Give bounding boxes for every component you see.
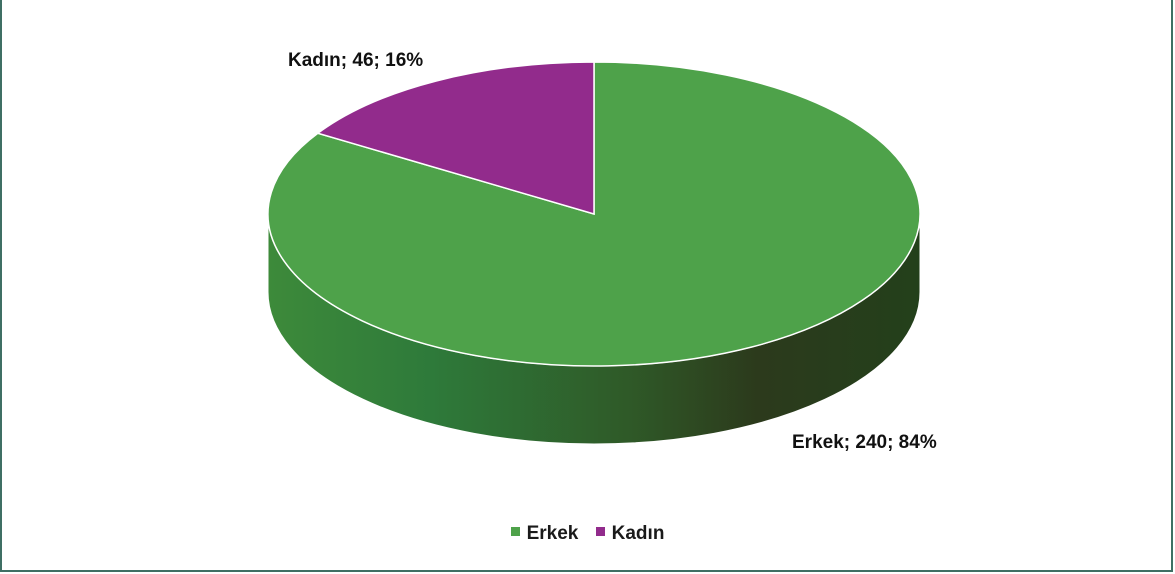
chart-legend: Erkek Kadın	[0, 523, 1175, 545]
legend-swatch-kadin	[595, 527, 605, 537]
pie-top	[267, 61, 921, 367]
legend-label-erkek: Erkek	[526, 523, 579, 544]
pie-slice-kadin[interactable]	[316, 61, 595, 216]
legend-item-kadin[interactable]: Kadın	[595, 523, 665, 545]
pie-slice-erkek[interactable]	[267, 61, 921, 367]
slice-label-kadin: Kadın; 46; 16%	[288, 50, 423, 71]
legend-label-kadin: Kadın	[611, 523, 665, 544]
slice-label-erkek: Erkek; 240; 84%	[792, 432, 937, 453]
pie-labels: Erkek; 240; 84% Kadın; 46; 16%	[288, 50, 937, 453]
legend-swatch-erkek	[510, 527, 520, 537]
legend-item-erkek[interactable]: Erkek	[510, 523, 579, 545]
